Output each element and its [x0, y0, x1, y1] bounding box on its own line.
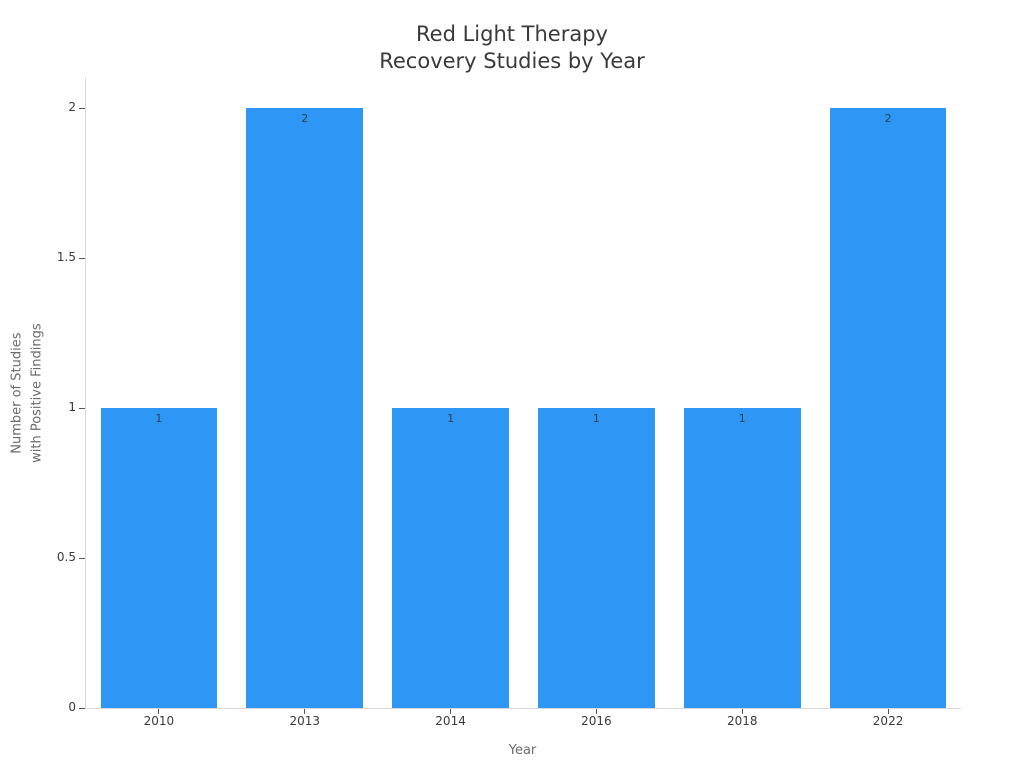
bar	[538, 408, 655, 708]
bar-value-label: 2	[301, 112, 309, 125]
y-tick-mark	[79, 557, 85, 559]
bar	[829, 108, 947, 708]
y-tick-mark	[79, 707, 85, 709]
bar	[246, 108, 364, 708]
y-axis-label: Number of Studies with Positive Findings	[9, 323, 46, 463]
x-tick-label: 2014	[435, 714, 466, 728]
bar	[100, 408, 218, 708]
bar-value-label: 2	[884, 112, 892, 125]
y-tick-mark	[79, 407, 85, 409]
x-tick-label: 2013	[289, 714, 321, 728]
plot-area: 0 0.5 1 1.5 2 1 2010 2 2013 1 2014 1 2016 1 2018 2 2022	[57, 78, 961, 728]
bar-value-label: 1	[155, 412, 163, 425]
x-tick-mark	[450, 709, 452, 714]
y-tick-label: 0.5	[56, 550, 76, 564]
y-tick-mark	[79, 257, 85, 259]
x-tick-mark	[595, 709, 597, 714]
x-tick-label: 2018	[726, 714, 758, 728]
x-tick-label: 2022	[872, 714, 904, 728]
y-axis-label-area: Number of Studies with Positive Findings	[0, 78, 56, 708]
x-tick-mark	[304, 709, 306, 714]
y-tick-label: 0	[68, 700, 76, 714]
y-tick-mark	[79, 107, 85, 109]
bar-value-label: 1	[447, 412, 455, 425]
x-tick-mark	[741, 709, 743, 714]
bar	[683, 408, 801, 708]
bar	[392, 408, 509, 708]
x-tick-label: 2016	[581, 714, 612, 728]
y-tick-label: 2	[68, 100, 76, 114]
y-tick-label: 1	[68, 400, 76, 414]
x-axis-label: Year	[508, 743, 537, 758]
bar-value-label: 1	[738, 412, 746, 425]
y-tick-label: 1.5	[56, 250, 76, 264]
x-tick-mark	[887, 709, 889, 714]
bar-value-label: 1	[592, 412, 600, 425]
x-tick-mark	[158, 709, 160, 714]
x-tick-label: 2010	[143, 714, 175, 728]
chart-title: Red Light Therapy Recovery Studies by Ye…	[379, 22, 645, 74]
